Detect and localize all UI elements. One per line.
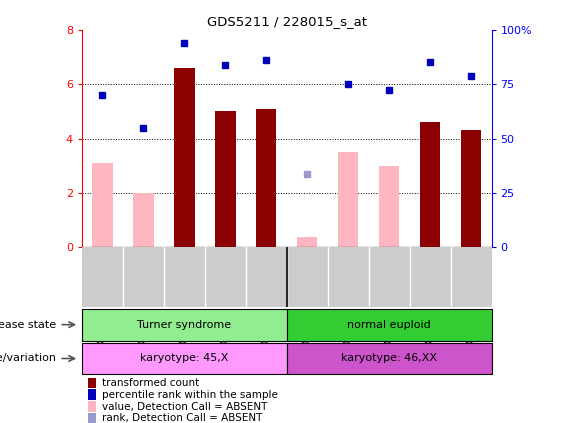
Bar bbox=[174, 68, 194, 247]
Text: karyotype: 46,XX: karyotype: 46,XX bbox=[341, 354, 437, 363]
Bar bbox=[88, 413, 96, 423]
Bar bbox=[88, 377, 96, 388]
Bar bbox=[82, 343, 287, 374]
Bar bbox=[379, 166, 399, 247]
Bar bbox=[215, 111, 236, 247]
Bar bbox=[88, 389, 96, 400]
Text: disease state: disease state bbox=[0, 320, 56, 330]
Bar bbox=[338, 152, 358, 247]
Bar bbox=[133, 193, 154, 247]
Bar bbox=[92, 163, 112, 247]
Bar bbox=[287, 309, 492, 341]
Bar bbox=[461, 130, 481, 247]
Bar bbox=[88, 401, 96, 412]
Title: GDS5211 / 228015_s_at: GDS5211 / 228015_s_at bbox=[207, 16, 367, 28]
Text: karyotype: 45,X: karyotype: 45,X bbox=[140, 354, 228, 363]
Bar bbox=[256, 109, 276, 247]
Text: rank, Detection Call = ABSENT: rank, Detection Call = ABSENT bbox=[102, 413, 262, 423]
Bar bbox=[420, 122, 440, 247]
Text: transformed count: transformed count bbox=[102, 378, 199, 388]
Text: Turner syndrome: Turner syndrome bbox=[137, 320, 232, 330]
Bar bbox=[287, 343, 492, 374]
Text: normal euploid: normal euploid bbox=[347, 320, 431, 330]
Bar bbox=[297, 236, 318, 247]
Text: percentile rank within the sample: percentile rank within the sample bbox=[102, 390, 277, 400]
Text: value, Detection Call = ABSENT: value, Detection Call = ABSENT bbox=[102, 401, 267, 412]
Text: genotype/variation: genotype/variation bbox=[0, 354, 56, 363]
Bar bbox=[82, 309, 287, 341]
